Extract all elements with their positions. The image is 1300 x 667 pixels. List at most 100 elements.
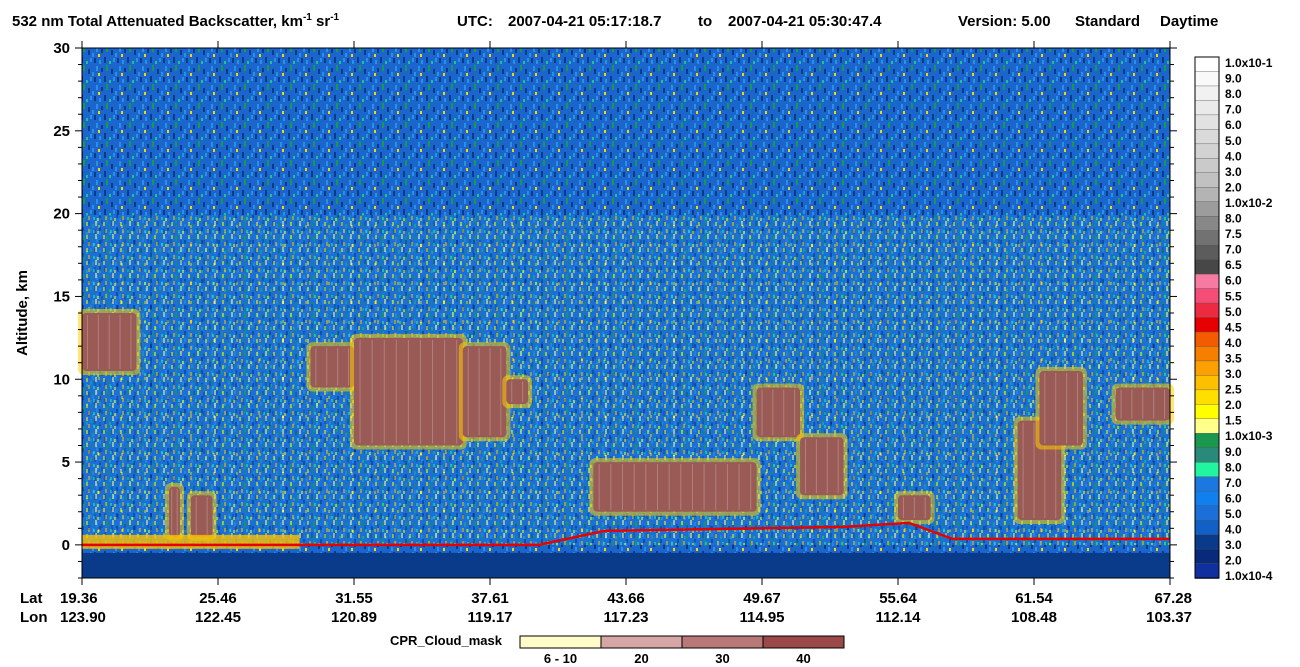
x-axis: 19.36 123.90 25.46 122.45 31.55 120.89 37.61 11… xyxy=(60,41,1192,626)
colorbar-swatch xyxy=(1194,129,1220,145)
colorbar-label: 6.5 xyxy=(1225,258,1242,272)
cloud-region xyxy=(190,495,213,537)
utc-label: UTC: xyxy=(457,13,493,30)
mode-label: Standard xyxy=(1075,13,1140,30)
colorbar-label: 5.0 xyxy=(1225,134,1242,148)
x-row-label-lon: Lon xyxy=(20,609,48,626)
colorbar-swatch xyxy=(1194,375,1220,391)
colorbar-swatch xyxy=(1194,360,1220,377)
colorbar-label: 8.0 xyxy=(1225,460,1242,474)
colorbar-swatch xyxy=(1194,172,1220,189)
y-tick-label: 0 xyxy=(62,537,70,554)
colorbar-swatch xyxy=(1194,447,1220,464)
colorbar-swatch xyxy=(1194,519,1220,536)
x-tick-label-lon: 120.89 xyxy=(331,609,377,626)
colorbar-label: 3.0 xyxy=(1225,165,1242,179)
cloud-mask-category: 6 - 10 xyxy=(544,651,577,666)
colorbar-label: 7.0 xyxy=(1225,476,1242,490)
colorbar-label: 4.5 xyxy=(1225,320,1242,334)
cloud-region xyxy=(756,387,801,438)
chart-title: 532 nm Total Attenuated Backscatter, km-… xyxy=(12,12,1218,30)
cloud-mask-swatch xyxy=(600,635,683,649)
cloud-mask-category: 40 xyxy=(796,651,810,666)
cloud-mask-swatch xyxy=(762,635,845,649)
colorbar-label: 7.0 xyxy=(1225,243,1242,257)
x-tick-label-lat: 61.54 xyxy=(1015,590,1053,607)
title-superscript-1: -1 xyxy=(303,12,312,23)
colorbar-label: 3.0 xyxy=(1225,538,1242,552)
svg-text:532 nm Total Attenuated Backsc: 532 nm Total Attenuated Backscatter, km-… xyxy=(12,12,340,30)
cloud-region xyxy=(593,462,757,512)
colorbar-swatch xyxy=(1194,244,1220,261)
colorbar-swatch xyxy=(1194,158,1220,174)
colorbar-swatch xyxy=(1194,114,1220,131)
colorbar-swatch xyxy=(1194,534,1220,550)
title-unit-2: sr xyxy=(312,13,331,30)
colorbar-swatch xyxy=(1194,302,1220,319)
cloud-layer xyxy=(78,309,1174,541)
colorbar-swatch xyxy=(1194,143,1220,160)
x-tick-label-lon: 112.14 xyxy=(875,609,921,626)
colorbar-label: 9.0 xyxy=(1225,72,1242,86)
colorbar-label: 4.0 xyxy=(1225,149,1242,163)
colorbar-swatch xyxy=(1194,273,1220,290)
title-superscript-2: -1 xyxy=(330,12,339,23)
colorbar-swatch xyxy=(1194,418,1220,435)
colorbar-swatch xyxy=(1194,490,1220,507)
y-tick-label: 20 xyxy=(53,206,70,223)
colorbar-label: 7.5 xyxy=(1225,227,1242,241)
plot-area xyxy=(78,47,1174,579)
colorbar-swatch xyxy=(1194,71,1220,87)
utc-end: 2007-04-21 05:30:47.4 xyxy=(728,13,882,30)
colorbar-label: 1.0x10-1 xyxy=(1225,56,1273,70)
x-tick-label-lon: 123.90 xyxy=(60,609,106,626)
x-tick-label-lat: 31.55 xyxy=(335,590,373,607)
cloud-region xyxy=(310,346,354,388)
utc-start: 2007-04-21 05:17:18.7 xyxy=(508,13,661,30)
colorbar-swatch xyxy=(1194,346,1220,362)
colorbar-swatch xyxy=(1194,201,1220,217)
colorbar-label: 4.0 xyxy=(1225,336,1242,350)
colorbar-swatch xyxy=(1194,85,1220,102)
colorbar-label: 3.5 xyxy=(1225,351,1242,365)
x-row-label-lat: Lat xyxy=(20,590,43,607)
colorbar-frame xyxy=(1194,56,1220,579)
colorbar-label: 5.0 xyxy=(1225,305,1242,319)
title-main: 532 nm Total Attenuated Backscatter, km xyxy=(12,13,303,30)
colorbar-swatch xyxy=(1194,56,1220,73)
cloud-mask-legend: CPR_Cloud_mask 6 - 10 20 30 40 xyxy=(390,633,845,666)
colorbar-label: 6.0 xyxy=(1225,491,1242,505)
x-tick-label-lon: 119.17 xyxy=(467,609,512,626)
x-tick-label-lat: 67.28 xyxy=(1154,590,1192,607)
colorbar-swatch xyxy=(1194,187,1220,203)
y-tick-label: 15 xyxy=(53,288,70,305)
colorbar-label: 6.0 xyxy=(1225,118,1242,132)
colorbar-swatch xyxy=(1194,259,1220,275)
x-tick-label-lat: 19.36 xyxy=(60,590,98,607)
colorbar-swatch xyxy=(1194,230,1220,246)
cloud-mask-label: CPR_Cloud_mask xyxy=(390,633,503,648)
surface-layer xyxy=(82,521,1170,578)
colorbar-label: 1.5 xyxy=(1225,414,1242,428)
y-tick-label: 10 xyxy=(53,371,70,388)
x-tick-label-lon: 122.45 xyxy=(195,609,241,626)
x-tick-label-lat: 37.61 xyxy=(471,590,509,607)
colorbar-label: 5.0 xyxy=(1225,507,1242,521)
y-tick-label: 25 xyxy=(53,123,70,140)
colorbar-label: 1.0x10-3 xyxy=(1225,429,1273,443)
colorbar-swatch xyxy=(1194,317,1220,333)
cloud-region xyxy=(506,379,529,405)
colorbar-label: 3.0 xyxy=(1225,367,1242,381)
colorbar-label: 4.0 xyxy=(1225,523,1242,537)
colorbar-label: 2.0 xyxy=(1225,180,1242,194)
y-axis-label: Altitude, km xyxy=(14,270,31,356)
cloud-region xyxy=(800,437,844,496)
colorbar-swatch xyxy=(1194,505,1220,521)
cloud-mask-swatch xyxy=(519,635,602,649)
x-tick-label-lat: 43.66 xyxy=(607,590,645,607)
daynight-label: Daytime xyxy=(1160,13,1218,30)
colorbar-label: 7.0 xyxy=(1225,103,1242,117)
x-tick-label-lon: 114.95 xyxy=(739,609,784,626)
version-label: Version: 5.00 xyxy=(958,13,1051,30)
cloud-mask-category: 30 xyxy=(715,651,729,666)
